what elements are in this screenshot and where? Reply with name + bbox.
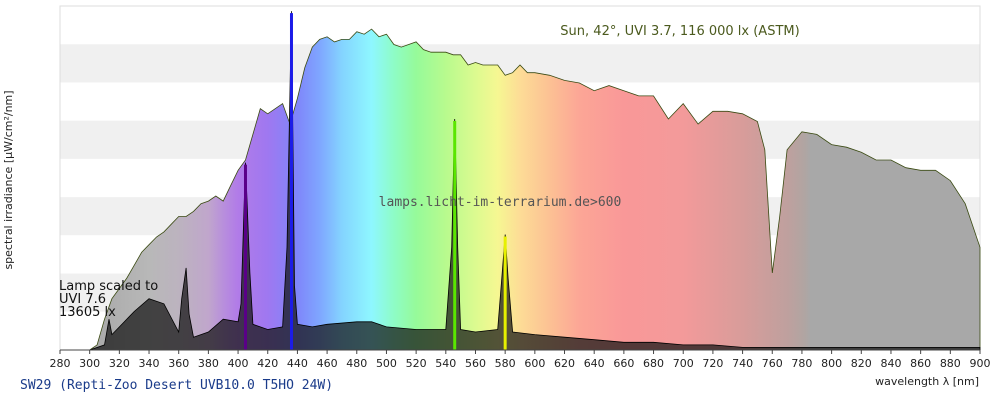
x-axis: 280 300 320 340 360 380 400 420 440 460 480 500 520 5… xyxy=(50,349,991,370)
x-tick-label: 500 xyxy=(376,357,397,370)
x-tick-label: 400 xyxy=(228,357,249,370)
x-tick-label: 300 xyxy=(79,357,100,370)
x-tick-label: 360 xyxy=(168,357,189,370)
x-tick-label: 900 xyxy=(970,357,991,370)
x-tick-label: 600 xyxy=(524,357,545,370)
x-tick-label: 620 xyxy=(554,357,575,370)
x-tick-label: 680 xyxy=(643,357,664,370)
x-tick-label: 580 xyxy=(495,357,516,370)
x-tick-label: 380 xyxy=(198,357,219,370)
lamp-note-line-1: Lamp scaled to xyxy=(59,279,158,294)
sun-series-label: Sun, 42°, UVI 3.7, 116 000 lx (ASTM) xyxy=(560,24,799,39)
plot-area xyxy=(60,11,981,351)
x-tick-label: 340 xyxy=(139,357,160,370)
x-tick-label: 540 xyxy=(435,357,456,370)
x-tick-label: 840 xyxy=(880,357,901,370)
lamp-note-line-3: 13605 lx xyxy=(59,305,116,320)
x-tick-label: 880 xyxy=(940,357,961,370)
grid-band xyxy=(60,6,980,45)
x-tick-label: 660 xyxy=(613,357,634,370)
x-tick-label: 640 xyxy=(584,357,605,370)
y-axis-title: spectral irradiance [μW/cm²/nm] xyxy=(2,90,15,269)
x-tick-label: 740 xyxy=(732,357,753,370)
lamp-note-line-2: UVI 7.6 xyxy=(59,292,106,307)
lamp-name-footer: SW29 (Repti-Zoo Desert UVB10.0 T5HO 24W) xyxy=(20,378,333,393)
watermark-text: lamps.licht-im-terrarium.de>600 xyxy=(379,195,622,210)
x-tick-label: 700 xyxy=(673,357,694,370)
x-axis-title: wavelength λ [nm] xyxy=(875,375,979,388)
x-tick-label: 760 xyxy=(762,357,783,370)
x-tick-label: 440 xyxy=(287,357,308,370)
x-tick-label: 820 xyxy=(851,357,872,370)
x-tick-label: 800 xyxy=(821,357,842,370)
x-tick-label: 780 xyxy=(791,357,812,370)
x-tick-label: 480 xyxy=(346,357,367,370)
x-tick-label: 720 xyxy=(702,357,723,370)
x-tick-label: 420 xyxy=(257,357,278,370)
x-tick-label: 560 xyxy=(465,357,486,370)
x-tick-label: 320 xyxy=(109,357,130,370)
x-tick-label: 860 xyxy=(910,357,931,370)
x-tick-label: 460 xyxy=(317,357,338,370)
x-tick-label: 520 xyxy=(406,357,427,370)
x-tick-label: 280 xyxy=(50,357,71,370)
